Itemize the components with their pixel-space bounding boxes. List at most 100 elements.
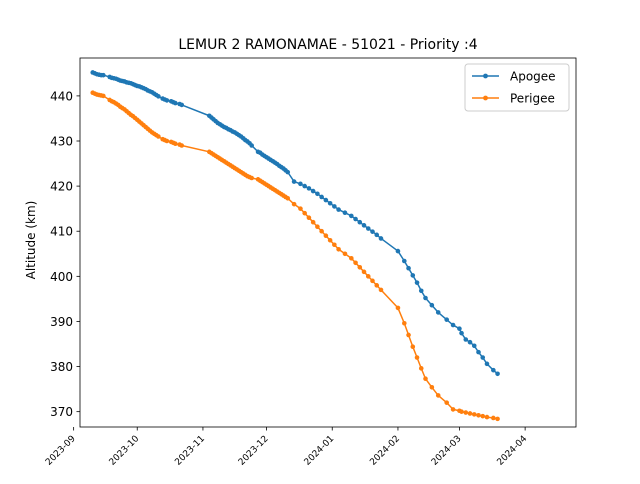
perigee-data-point <box>495 416 500 422</box>
perigee-data-point <box>370 278 375 284</box>
perigee-data-point <box>323 233 329 239</box>
perigee-data-point <box>480 413 486 419</box>
apogee-data-point <box>495 371 500 377</box>
y-tick-label: 370 <box>50 405 73 419</box>
apogee-data-point <box>353 216 358 222</box>
apogee-data-point <box>444 317 450 322</box>
perigee-data-point <box>298 206 303 211</box>
perigee-data-point <box>336 246 341 252</box>
perigee-data-point <box>349 255 354 261</box>
perigee-data-point <box>173 141 178 147</box>
apogee-data-point <box>164 98 170 103</box>
perigee-data-point <box>342 251 348 257</box>
y-tick-label: 410 <box>50 225 73 239</box>
y-tick-label: 440 <box>50 89 73 103</box>
apogee-data-point <box>336 207 341 212</box>
apogee-data-point <box>365 226 371 231</box>
apogee-data-point <box>459 330 464 336</box>
perigee-data-point <box>378 287 384 293</box>
perigee-data-point <box>423 376 428 382</box>
perigee-data-point <box>450 407 456 412</box>
perigee-data-point <box>459 409 464 414</box>
apogee-data-point <box>414 280 420 285</box>
apogee-data-point <box>395 248 401 254</box>
y-tick-label: 430 <box>50 135 73 149</box>
apogee-data-point <box>357 219 363 225</box>
perigee-data-point <box>467 411 473 416</box>
perigee-data-point <box>306 215 312 220</box>
perigee-data-point <box>353 260 358 266</box>
apogee-data-point <box>332 204 337 209</box>
apogee-data-point <box>342 210 348 216</box>
apogee-data-point <box>418 288 424 294</box>
apogee-data-point <box>291 179 297 184</box>
apogee-data-point <box>402 258 407 264</box>
perigee-data-point <box>302 210 307 216</box>
apogee-data-point <box>423 295 428 301</box>
perigee-data-point <box>319 228 324 234</box>
apogee-data-point <box>370 229 375 234</box>
apogee-data-point <box>463 337 469 342</box>
perigee-data-point <box>156 134 161 139</box>
apogee-data-point <box>156 94 161 99</box>
legend-marker-perigee <box>483 95 488 101</box>
apogee-data-point <box>302 183 307 189</box>
y-tick-label: 420 <box>50 180 73 194</box>
perigee-data-point <box>414 355 420 360</box>
perigee-data-point <box>374 283 380 288</box>
perigee-data-point <box>361 269 367 275</box>
apogee-data-point <box>319 194 324 200</box>
apogee-data-point <box>306 186 312 191</box>
y-tick-label: 380 <box>50 360 73 374</box>
perigee-data-point <box>327 237 333 243</box>
apogee-data-point <box>285 169 291 175</box>
chart-title: LEMUR 2 RAMONAMAE - 51021 - Priority :4 <box>178 37 477 53</box>
perigee-data-point <box>471 412 477 417</box>
apogee-data-point <box>480 355 486 360</box>
perigee-data-point <box>429 385 435 390</box>
y-tick-label: 390 <box>50 315 73 329</box>
perigee-data-point <box>164 138 170 144</box>
apogee-data-point <box>179 102 185 108</box>
apogee-data-point <box>378 236 384 241</box>
apogee-data-point <box>249 143 254 148</box>
perigee-data-point <box>476 412 481 418</box>
apogee-data-point <box>406 265 411 271</box>
perigee-data-point <box>484 414 490 420</box>
perigee-data-point <box>435 393 441 398</box>
perigee-data-point <box>491 415 496 421</box>
apogee-data-point <box>298 181 303 187</box>
perigee-data-point <box>365 274 371 279</box>
apogee-data-point <box>310 188 316 194</box>
perigee-data-point <box>315 224 320 230</box>
legend-marker-apogee <box>483 73 488 79</box>
apogee-data-point <box>323 197 329 203</box>
perigee-data-point <box>357 265 363 270</box>
apogee-data-point <box>410 273 416 278</box>
perigee-data-point <box>179 143 185 148</box>
perigee-data-point <box>285 195 291 201</box>
apogee-data-point <box>327 200 333 206</box>
perigee-data-point <box>463 410 469 415</box>
perigee-data-point <box>249 175 254 181</box>
apogee-data-point <box>173 100 178 106</box>
apogee-data-point <box>349 213 354 219</box>
apogee-data-point <box>361 223 367 228</box>
series-layer <box>90 70 500 422</box>
perigee-data-point <box>418 366 424 371</box>
apogee-data-point <box>476 349 481 355</box>
y-axis-label: Altitude (km) <box>24 201 38 280</box>
apogee-data-point <box>315 191 320 197</box>
perigee-data-point <box>402 320 407 326</box>
y-axis: 370 380 390 400 410 420 430 440 <box>50 89 80 419</box>
perigee-data-point <box>444 400 450 405</box>
apogee-data-point <box>374 232 380 238</box>
apogee-data-point <box>435 310 441 315</box>
plot-frame <box>79 57 577 428</box>
apogee-data-point <box>450 322 456 328</box>
apogee-data-point <box>101 72 106 78</box>
perigee-data-point <box>332 242 337 248</box>
perigee-data-point <box>310 219 316 225</box>
apogee-data-point <box>491 367 496 373</box>
